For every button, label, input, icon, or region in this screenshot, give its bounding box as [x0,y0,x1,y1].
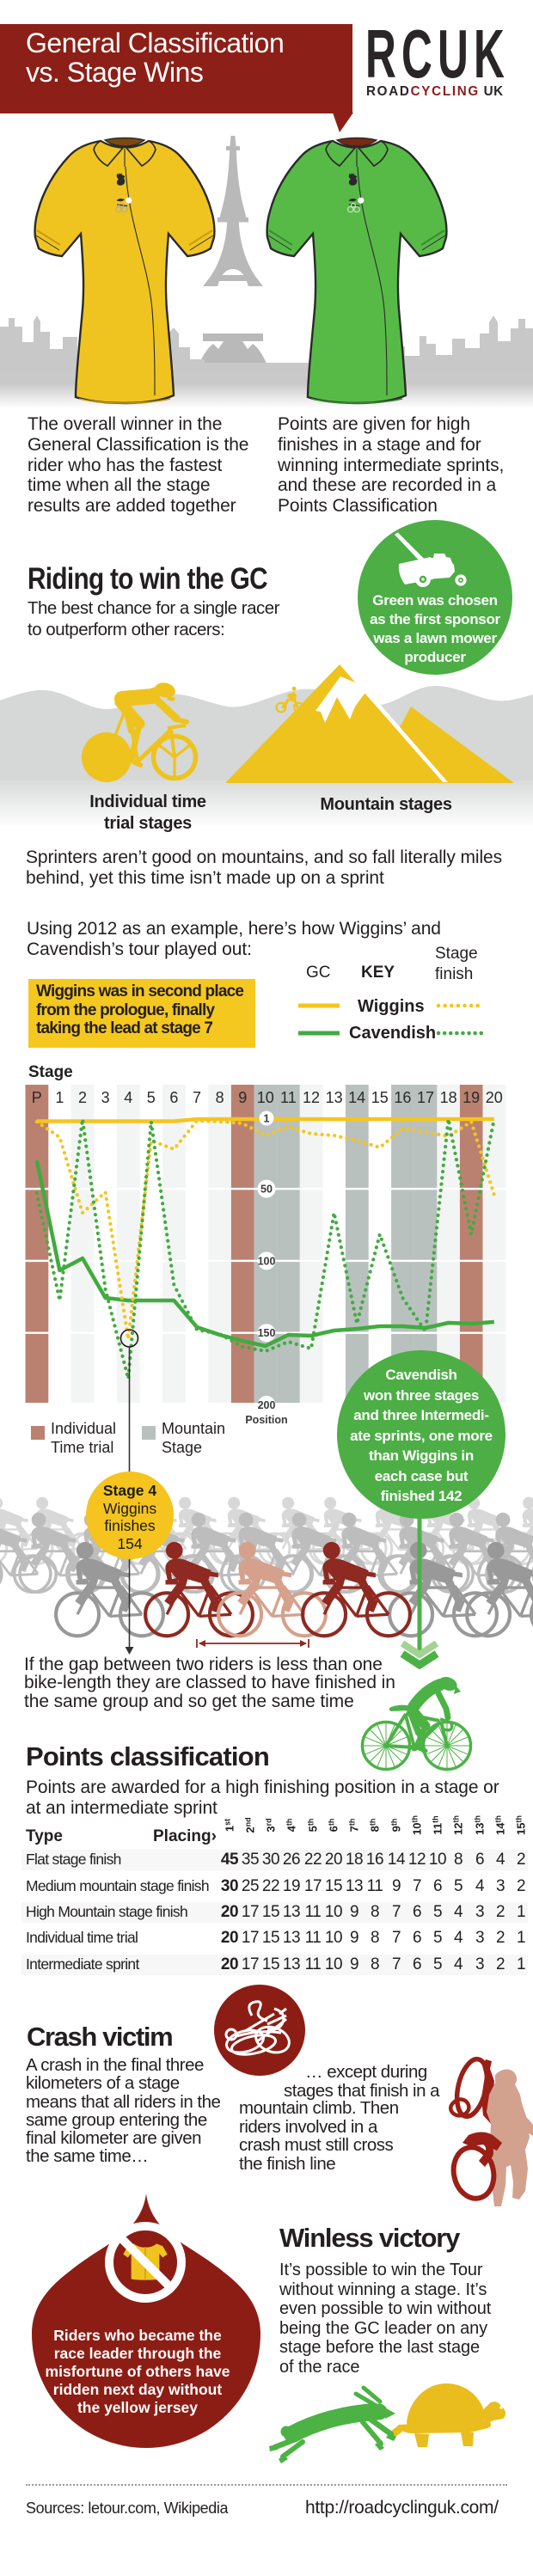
svg-text:8: 8 [216,1089,224,1106]
svg-text:4: 4 [124,1089,132,1106]
svg-text:13: 13 [326,1089,343,1106]
svg-text:12: 12 [303,1089,320,1106]
svg-text:18: 18 [440,1089,457,1106]
svg-text:100: 100 [258,1255,276,1267]
svg-text:150: 150 [258,1327,276,1339]
svg-text:6: 6 [169,1089,178,1106]
svg-text:7: 7 [193,1089,201,1106]
svg-text:14: 14 [348,1089,365,1106]
svg-text:Riders who became the: Riders who became the [53,2327,222,2344]
svg-text:10: 10 [257,1089,274,1106]
svg-text:misfortune of others have: misfortune of others have [46,2363,230,2380]
svg-text:ridden next day without: ridden next day without [53,2381,223,2398]
svg-text:Position: Position [245,1414,287,1426]
svg-text:3: 3 [101,1089,110,1106]
svg-text:11: 11 [280,1089,297,1106]
svg-text:1: 1 [264,1113,270,1125]
svg-text:9: 9 [238,1089,247,1106]
svg-text:5: 5 [147,1089,156,1106]
svg-text:race leader through the: race leader through the [54,2345,222,2362]
svg-text:19: 19 [463,1089,480,1106]
svg-text:200: 200 [258,1399,276,1411]
svg-text:the yellow jersey: the yellow jersey [77,2399,198,2416]
svg-text:2: 2 [78,1089,87,1106]
svg-text:17: 17 [417,1089,434,1106]
svg-text:50: 50 [260,1184,273,1196]
svg-text:20: 20 [486,1089,503,1106]
svg-text:15: 15 [371,1089,389,1106]
svg-text:1: 1 [55,1089,64,1106]
svg-text:P: P [32,1089,42,1106]
svg-text:16: 16 [394,1089,411,1106]
